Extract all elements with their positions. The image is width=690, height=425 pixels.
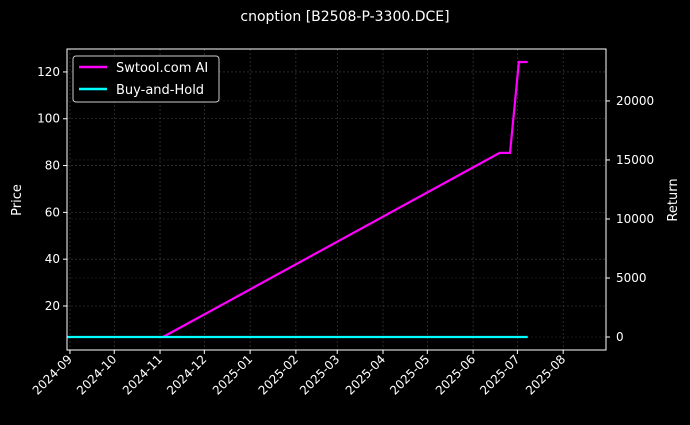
legend-label-buy-and-hold: Buy-and-Hold <box>116 83 204 98</box>
x-tick-label: 2024-12 <box>164 352 209 397</box>
y2-tick-label: 20000 <box>616 94 654 108</box>
y-tick-label: 60 <box>45 205 60 219</box>
x-tick-label: 2025-05 <box>387 352 432 397</box>
plot-frame <box>66 48 607 351</box>
x-tick-label: 2025-06 <box>433 352 478 397</box>
y-axis-right: 0 5000 10000 15000 20000 <box>606 94 654 344</box>
x-tick-label: 2025-01 <box>210 352 255 397</box>
x-tick-label: 2025-04 <box>343 352 388 397</box>
y-axis-label: Price <box>10 184 25 216</box>
y2-tick-label: 15000 <box>616 153 654 167</box>
x-tick-label: 2025-03 <box>297 352 342 397</box>
x-tick-label: 2024-10 <box>74 352 119 397</box>
y2-tick-label: 5000 <box>616 271 647 285</box>
y2-axis-label: Return <box>666 178 681 221</box>
x-tick-label: 2025-02 <box>256 352 301 397</box>
chart-title: cnoption [B2508-P-3300.DCE] <box>240 9 449 25</box>
series-layer <box>67 60 528 339</box>
y-tick-label: 100 <box>37 112 60 126</box>
legend-label-swtool: Swtool.com AI <box>116 61 208 76</box>
y2-tick-label: 0 <box>616 330 624 344</box>
y-axis-left: 20 40 60 80 100 120 <box>37 65 67 313</box>
legend: Swtool.com AI Buy-and-Hold <box>72 55 220 103</box>
series-line-swtool-com-ai <box>162 60 528 338</box>
y-tick-label: 80 <box>45 159 60 173</box>
y-tick-label: 40 <box>45 252 60 266</box>
x-tick-label: 2025-07 <box>477 352 522 397</box>
x-tick-label: 2025-08 <box>523 352 568 397</box>
y-tick-label: 20 <box>45 299 60 313</box>
x-tick-label: 2024-09 <box>30 352 75 397</box>
x-tick-label: 2024-11 <box>120 352 165 397</box>
legend-box <box>72 55 220 103</box>
y2-tick-label: 10000 <box>616 212 654 226</box>
y-tick-label: 120 <box>37 65 60 79</box>
